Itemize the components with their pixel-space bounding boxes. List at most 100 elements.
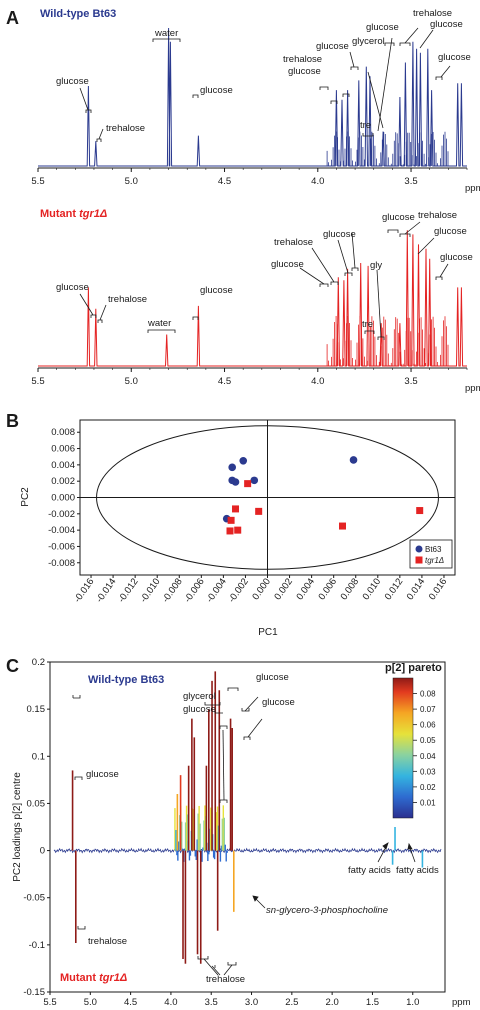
leader (440, 65, 451, 78)
leader (351, 232, 356, 269)
label-fatty-acids: fatty acids (348, 865, 391, 876)
arrowhead (407, 842, 413, 850)
leader (222, 729, 225, 801)
x-tick-label: 0.006 (316, 576, 339, 602)
pca-point-tgr1 (234, 526, 242, 534)
colorbar-title: p[2] pareto (385, 662, 442, 674)
label-trehalose: trehalose (283, 54, 322, 65)
x-tick-label: -0.008 (160, 576, 184, 604)
label-trehalose: trehalose (106, 123, 145, 134)
x-tick-label: 2.0 (326, 997, 339, 1008)
x-tick-label: 4.5 (124, 997, 137, 1008)
bracket (330, 100, 338, 104)
loadings-annotation-labels: glucose glycerol glucose glucose glucose… (86, 672, 439, 985)
x-tick-label: 3.5 (404, 176, 417, 187)
y-tick-label: 0.000 (51, 493, 75, 504)
label-glycerol: glycerol (183, 691, 216, 702)
spectrum-mutant-ticks: 5.5 5.0 4.5 4.0 3.5 (31, 368, 468, 387)
loadings-plot-frame (49, 661, 446, 993)
bracket (227, 687, 239, 691)
panel-a-letter: A (6, 8, 19, 28)
label-glucose: glucose (271, 259, 304, 270)
pca-point-bt63 (228, 463, 237, 472)
bracket (351, 267, 359, 271)
pca-x-label: PC1 (258, 627, 278, 638)
spectrum-line (38, 27, 467, 167)
bracket (90, 314, 97, 318)
bracket (197, 956, 209, 960)
colorbar-tick-label: 0.05 (420, 736, 436, 745)
x-tick-label: 1.0 (406, 997, 419, 1008)
x-tick-label: 0.004 (294, 576, 317, 602)
label-glucose: glucose (288, 66, 321, 77)
loadings-title-top: Wild-type Bt63 (88, 674, 164, 686)
x-tick-label: 5.5 (31, 376, 44, 387)
bracket (387, 229, 399, 233)
y-tick-label: 0.15 (27, 704, 46, 715)
x-tick-label: -0.004 (204, 576, 228, 604)
x-tick-label: 1.5 (366, 997, 379, 1008)
x-tick-label: 0.008 (339, 576, 362, 602)
leader (98, 128, 104, 140)
leader (79, 293, 94, 316)
bracket (192, 94, 199, 98)
leader (99, 304, 107, 321)
x-tick-label: -0.014 (94, 576, 118, 604)
pca-point-tgr1 (226, 527, 234, 535)
label-trehalose: trehalose (108, 294, 147, 305)
leader (377, 37, 393, 132)
pca-point-tgr1 (339, 522, 346, 530)
loadings-annotations (72, 687, 416, 976)
bracket (350, 66, 359, 70)
pca-point-tgr1 (227, 516, 235, 524)
leader (299, 267, 325, 285)
y-tick-label: 0.05 (27, 798, 46, 809)
bracket (152, 38, 181, 42)
bracket (96, 138, 102, 142)
bracket (344, 272, 353, 276)
arrowhead (382, 842, 389, 850)
leader (247, 718, 263, 738)
legend-label-tgr1: tgr1Δ (425, 556, 444, 565)
spectrum-wildtype-x-label: ppm (465, 183, 480, 194)
loadings-title-bottom: Mutant tgr1Δ (60, 972, 127, 984)
x-tick-label: 4.0 (311, 176, 324, 187)
leader (337, 239, 349, 274)
colorbar-tick-label: 0.02 (420, 783, 436, 792)
bracket (227, 962, 237, 966)
spectrum-wildtype-ticks: 5.5 5.0 4.5 4.0 3.5 (31, 168, 468, 187)
spectrum-line (38, 230, 467, 367)
bracket (319, 283, 329, 287)
x-tick-label: 0.010 (361, 576, 384, 602)
x-tick-label: 4.5 (218, 176, 231, 187)
label-tre: tre (362, 319, 373, 330)
leader (367, 71, 384, 129)
bracket (399, 233, 411, 237)
label-glycerophosphocholine: sn-glycero-3-phosphocholine (266, 905, 388, 916)
leader (349, 51, 355, 68)
colorbar (392, 677, 414, 819)
leader (439, 263, 449, 278)
label-glycerol: glycerol (352, 36, 385, 47)
label-glucose: glucose (323, 229, 356, 240)
pca-point-bt63 (231, 478, 240, 486)
bracket (319, 86, 329, 90)
bracket (219, 725, 228, 729)
colorbar-tick-label: 0.01 (420, 798, 436, 807)
y-tick-label: 0.1 (32, 751, 45, 762)
panel-c-letter: C (6, 656, 19, 676)
pca-point-tgr1 (416, 507, 424, 515)
y-tick-label: 0.008 (51, 427, 75, 438)
x-tick-label: 0.012 (383, 576, 406, 602)
y-tick-label: -0.006 (48, 541, 75, 552)
x-tick-label: 0.016 (427, 576, 450, 602)
loadings-plot: -0.15 -0.1 -0.05 0 0.05 0.1 0.15 0.2 5.5 5.0 4.5 4.… (23, 657, 442, 1008)
panel-b-letter: B (6, 411, 19, 431)
pca-y-label: PC2 (20, 487, 31, 507)
bracket (435, 276, 443, 280)
leader (311, 247, 335, 283)
colorbar-tick-label: 0.07 (420, 705, 436, 714)
pca-point-bt63 (239, 456, 248, 465)
spectrum-wildtype (38, 27, 467, 167)
